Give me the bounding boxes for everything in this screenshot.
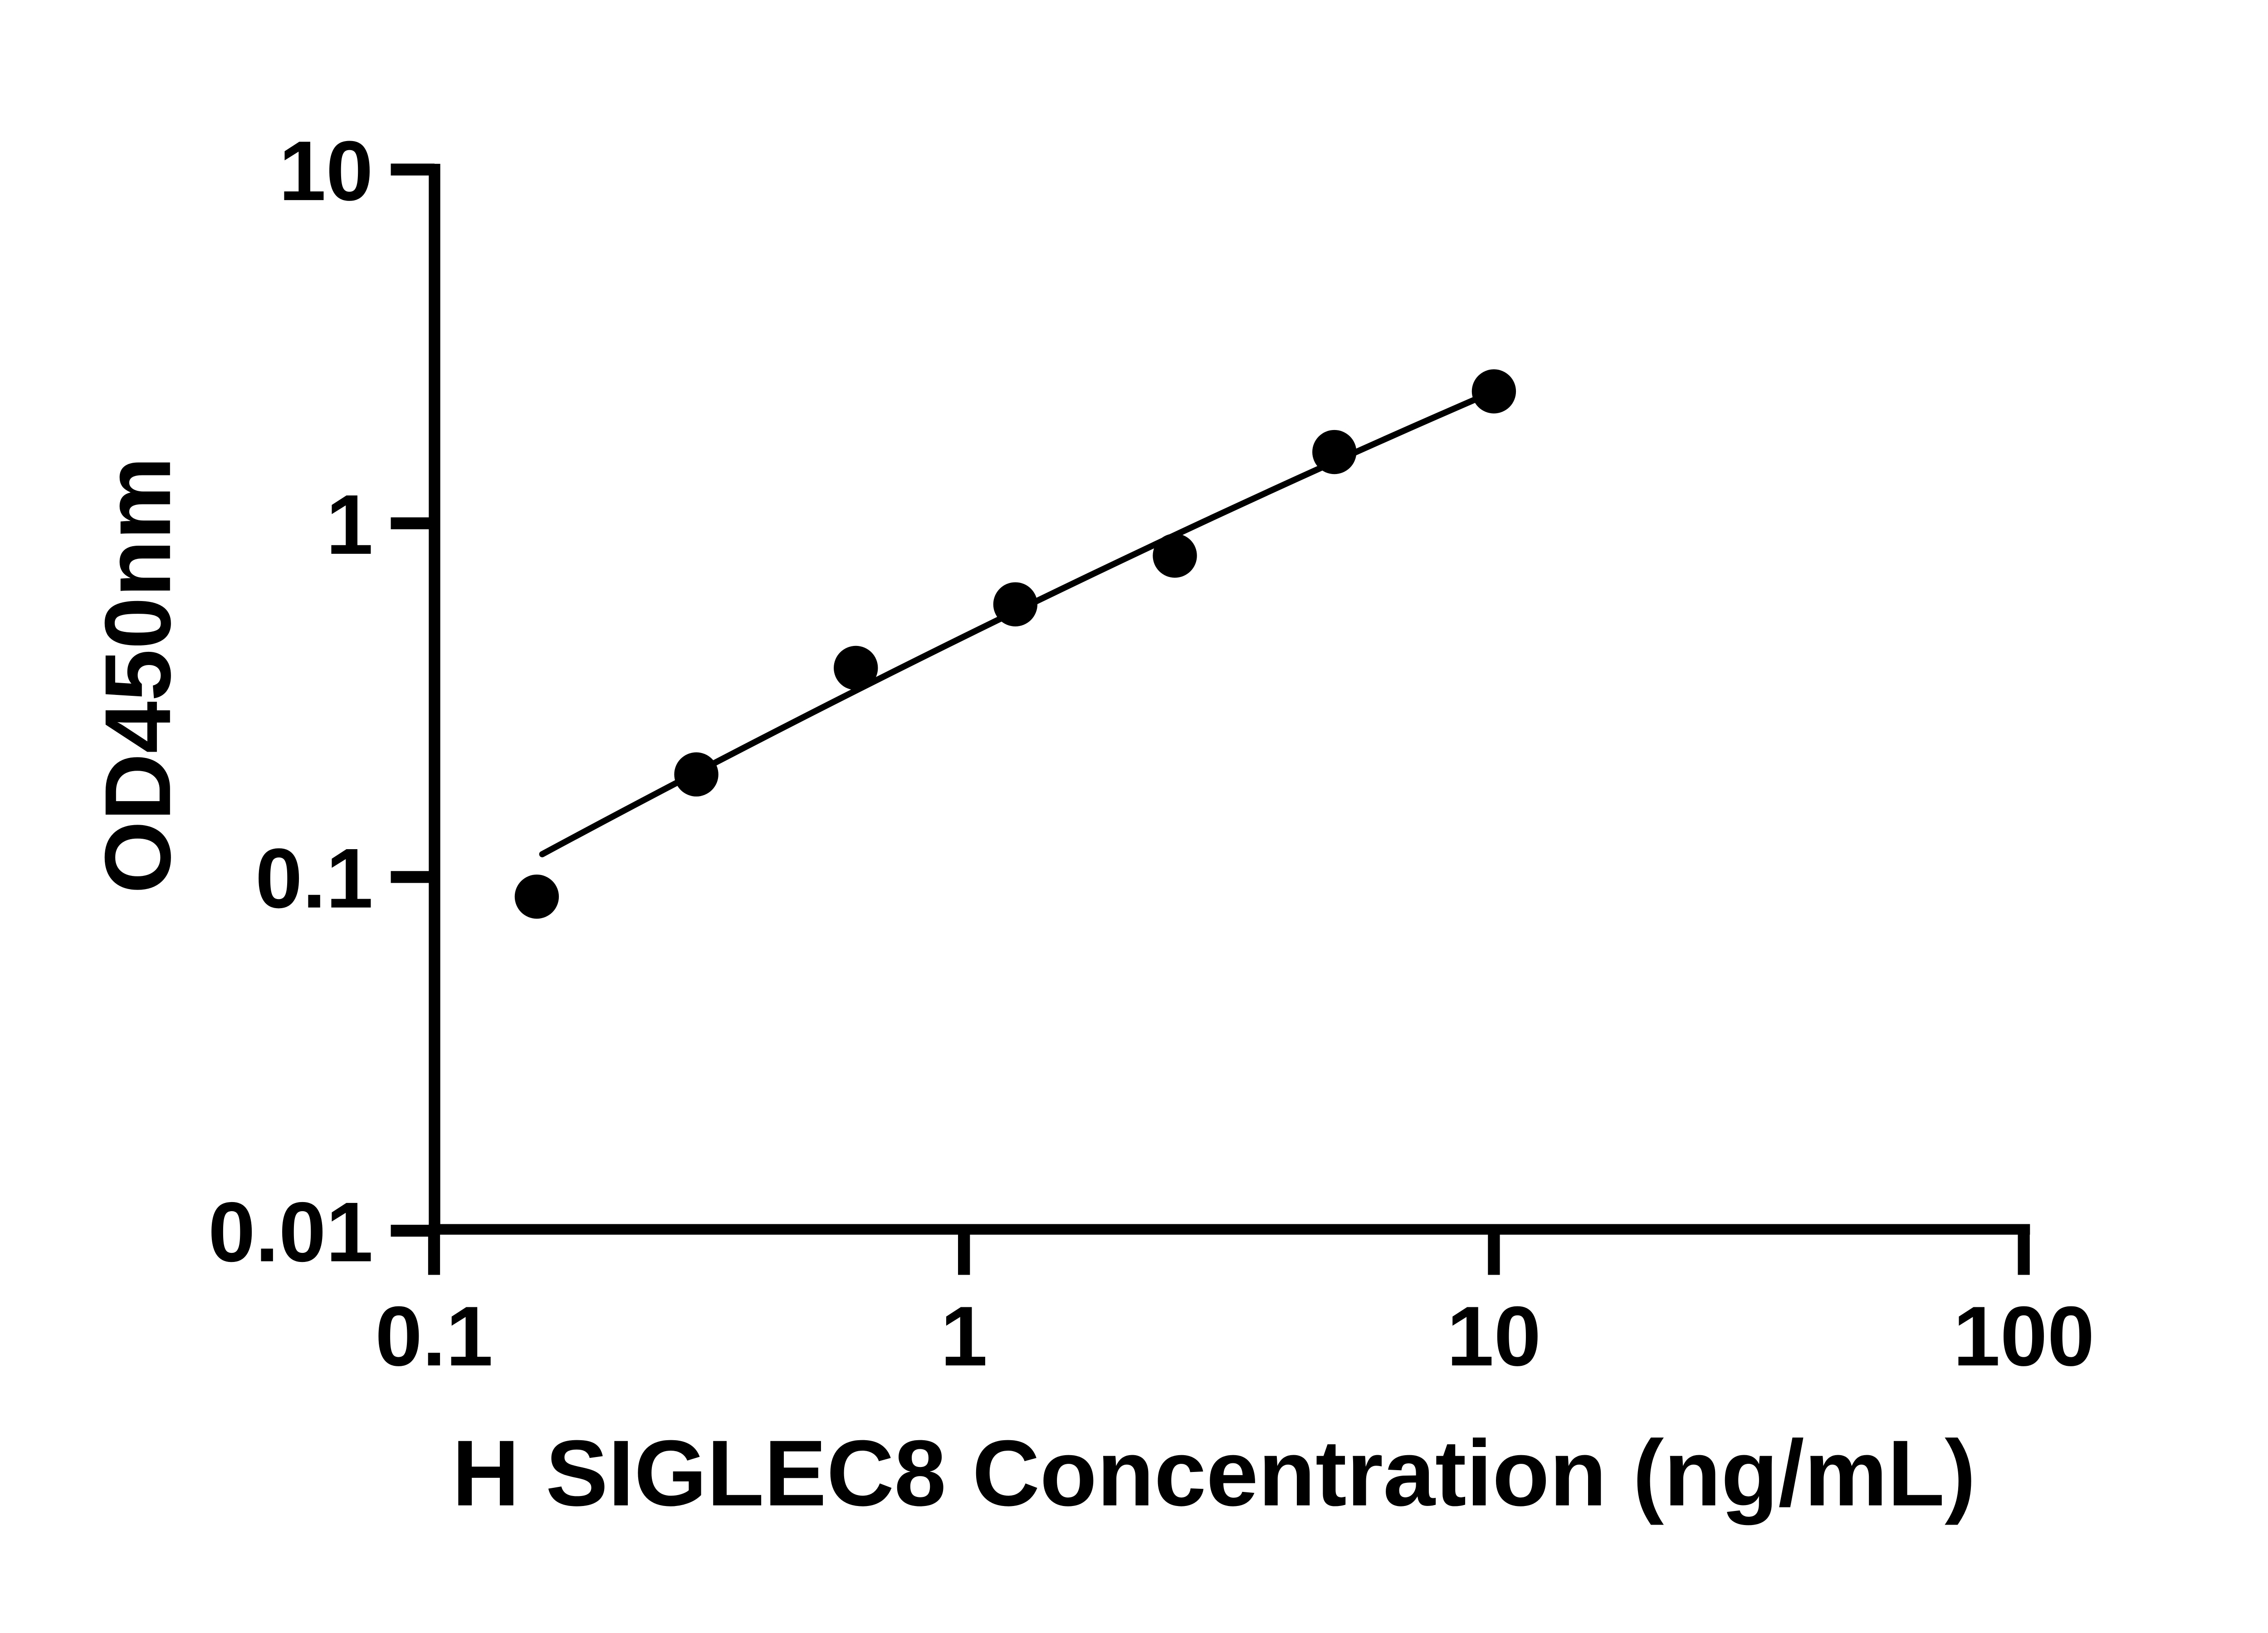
y-axis-tick-labels: 10 1 0.1 0.01 [208, 123, 373, 1279]
x-axis-tick-labels: 0.1 1 10 100 [375, 1289, 2095, 1384]
x-axis-ticks [428, 1229, 2030, 1275]
y-tick-label: 0.01 [208, 1184, 373, 1279]
x-tick-label: 10 [1447, 1289, 1541, 1384]
data-point-marker [834, 645, 878, 690]
y-tick-label: 10 [279, 123, 373, 218]
x-axis-title: H SIGLEC8 Concentration (ng/mL) [452, 1421, 1976, 1525]
y-tick-label: 1 [326, 477, 373, 572]
y-axis-title: OD450nm [85, 457, 190, 894]
data-point-marker [514, 874, 559, 919]
data-points [514, 369, 1516, 919]
y-tick-label: 0.1 [255, 831, 373, 926]
x-tick-label: 100 [1953, 1289, 2095, 1384]
x-tick-label: 1 [940, 1289, 987, 1384]
x-tick-label: 0.1 [375, 1289, 493, 1384]
data-point-marker [1153, 533, 1197, 578]
data-point-marker [674, 752, 719, 797]
y-axis-ticks [391, 163, 435, 1237]
plot-background [0, 21, 2268, 1612]
data-point-marker [993, 582, 1038, 626]
data-point-marker [1471, 369, 1516, 414]
data-point-marker [1312, 430, 1357, 474]
